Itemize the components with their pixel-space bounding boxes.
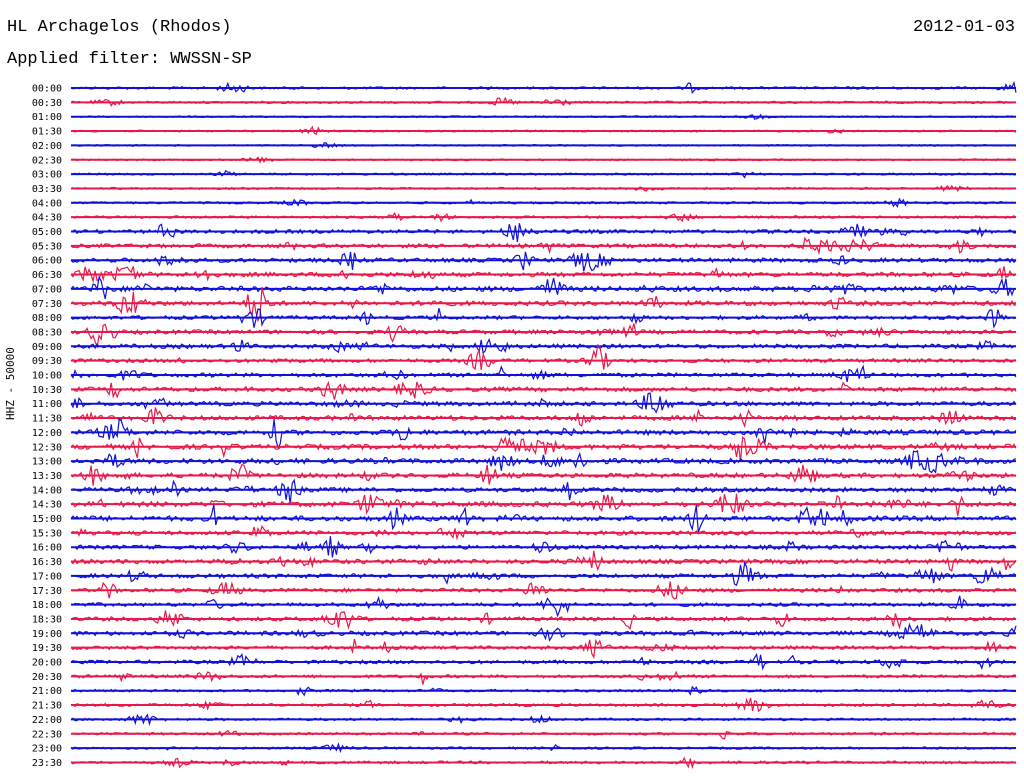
time-tick-label: 06:00 xyxy=(32,256,62,267)
time-tick-label: 15:00 xyxy=(32,514,62,525)
trace-row xyxy=(70,581,1017,600)
trace-row xyxy=(70,595,1017,618)
trace-row xyxy=(70,670,1017,685)
time-tick-label: 07:30 xyxy=(32,299,62,310)
trace-row xyxy=(70,463,1017,486)
time-tick-label: 15:30 xyxy=(32,528,62,539)
time-tick-label: 11:30 xyxy=(32,414,62,425)
time-tick-label: 09:00 xyxy=(32,342,62,353)
time-tick-label: 02:30 xyxy=(32,155,62,166)
time-tick-label: 20:30 xyxy=(32,672,62,683)
trace-row xyxy=(70,561,1017,586)
time-tick-label: 04:30 xyxy=(32,213,62,224)
time-tick-label: 19:00 xyxy=(32,629,62,640)
time-tick-label: 17:00 xyxy=(32,571,62,582)
time-tick-label: 16:00 xyxy=(32,543,62,554)
time-tick-label: 06:30 xyxy=(32,270,62,281)
time-tick-label: 00:00 xyxy=(32,84,62,95)
time-tick-label: 18:30 xyxy=(32,614,62,625)
time-tick-label: 23:00 xyxy=(32,744,62,755)
trace-row xyxy=(70,435,1017,462)
trace-row xyxy=(70,478,1017,505)
time-tick-label: 13:00 xyxy=(32,457,62,468)
time-tick-label: 07:00 xyxy=(32,284,62,295)
time-tick-label: 03:00 xyxy=(32,170,62,181)
time-tick-label: 05:00 xyxy=(32,227,62,238)
time-tick-label: 12:30 xyxy=(32,442,62,453)
time-tick-label: 19:30 xyxy=(32,643,62,654)
time-tick-label: 22:30 xyxy=(32,729,62,740)
time-tick-label: 21:00 xyxy=(32,686,62,697)
trace-row xyxy=(70,380,1017,400)
time-tick-label: 00:30 xyxy=(32,98,62,109)
time-tick-label: 08:00 xyxy=(32,313,62,324)
time-tick-label: 10:00 xyxy=(32,371,62,382)
trace-row xyxy=(70,223,1017,242)
time-tick-label: 14:00 xyxy=(32,485,62,496)
date-label: 2012-01-03 xyxy=(912,18,1015,37)
trace-row xyxy=(70,323,1017,350)
time-tick-label: 04:00 xyxy=(32,198,62,209)
time-tick-label: 05:30 xyxy=(32,241,62,252)
time-tick-label: 03:30 xyxy=(32,184,62,195)
time-tick-label: 16:30 xyxy=(32,557,62,568)
trace-row xyxy=(70,251,1017,272)
station-title: HL Archagelos (Rhodos) xyxy=(7,18,232,37)
time-tick-label: 08:30 xyxy=(32,327,62,338)
time-tick-label: 18:00 xyxy=(32,600,62,611)
time-tick-label: 23:30 xyxy=(32,758,62,769)
trace-row xyxy=(70,343,1017,371)
time-tick-label: 09:30 xyxy=(32,356,62,367)
time-tick-label: 12:00 xyxy=(32,428,62,439)
time-tick-label: 11:00 xyxy=(32,399,62,410)
trace-row xyxy=(70,407,1016,428)
time-tick-label: 13:30 xyxy=(32,471,62,482)
time-tick-label: 22:00 xyxy=(32,715,62,726)
time-tick-label: 17:30 xyxy=(32,586,62,597)
time-tick-label: 10:30 xyxy=(32,385,62,396)
time-tick-label: 14:30 xyxy=(32,500,62,511)
time-tick-label: 02:00 xyxy=(32,141,62,152)
filter-label: Applied filter: WWSSN-SP xyxy=(7,50,252,69)
time-tick-label: 21:30 xyxy=(32,701,62,712)
time-tick-label: 01:30 xyxy=(32,127,62,138)
time-tick-label: 01:00 xyxy=(32,112,62,123)
time-tick-label: 20:00 xyxy=(32,658,62,669)
